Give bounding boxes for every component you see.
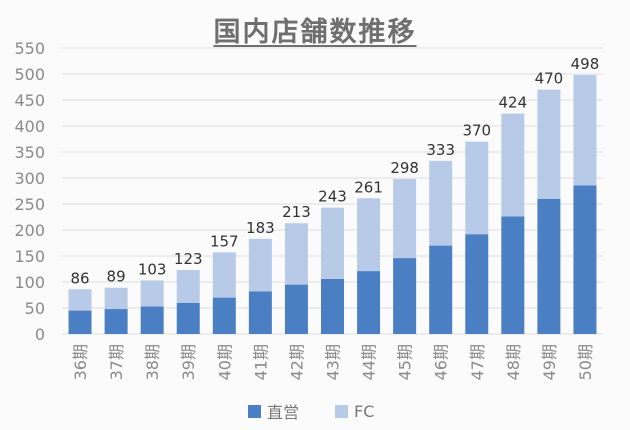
x-tick-label: 42期 [287,344,306,380]
total-label: 498 [571,55,600,73]
total-label: 298 [390,159,419,177]
x-tick-label: 46期 [432,344,451,380]
bar-direct [537,198,561,334]
total-label: 213 [282,203,311,221]
bar-direct [140,306,164,334]
bar-fc [357,198,381,272]
x-tick-label: 37期 [107,344,126,380]
bar-fc [537,89,561,199]
legend-item-fc: FC [335,402,374,421]
total-label: 157 [210,232,239,250]
x-tick-label: 50期 [576,344,595,380]
y-tick-label: 450 [14,91,45,110]
y-axis: 0 50 100 150 200 250 300 350 400 450 500 550 [14,39,45,344]
x-tick-label: 40期 [215,344,234,380]
total-label: 261 [354,178,383,196]
x-tick-label: 41期 [251,344,270,380]
total-label: 103 [138,260,167,278]
bar-direct [68,310,92,334]
bar-fc [140,280,164,307]
y-tick-label: 500 [14,65,45,84]
total-label: 333 [426,141,455,159]
legend-label-direct: 直営 [267,403,300,422]
y-tick-label: 350 [14,143,45,162]
x-tick-label: 38期 [143,344,162,380]
chart-title: 国内店舗数推移 [213,17,417,48]
bar-direct [573,185,597,334]
bar-fc [284,223,308,285]
bar-direct [429,245,453,334]
total-label: 370 [462,122,491,140]
total-label: 243 [318,188,347,206]
y-tick-label: 300 [14,169,45,188]
y-tick-label: 100 [14,273,45,292]
x-tick-label: 44期 [360,344,379,380]
total-label: 86 [70,269,89,287]
bars [68,75,597,334]
bar-fc [501,113,525,217]
legend-swatch-fc [335,404,349,418]
legend-swatch-direct [248,404,261,418]
legend-item-direct: 直営 [248,399,299,423]
bar-fc [465,141,489,235]
total-label: 123 [174,250,203,268]
bar-direct [393,258,417,334]
bar-fc [104,287,128,310]
y-tick-label: 50 [25,299,45,318]
total-label: 470 [535,70,564,88]
x-tick-label: 39期 [179,344,198,380]
bar-fc [176,270,200,303]
x-tick-label: 49期 [540,344,559,380]
bar-fc [573,75,597,186]
bar-direct [321,278,344,334]
bar-direct [176,302,200,334]
data-labels: 86 89 103 123 157 183 213 243 261 298 333 370 424 470… [70,55,599,287]
x-tick-label: 47期 [468,344,487,380]
x-tick-label: 45期 [396,344,415,380]
total-label: 183 [246,219,275,237]
y-tick-label: 0 [35,325,45,344]
bar-fc [321,207,344,279]
bar-direct [284,284,308,334]
total-label: 424 [499,94,528,112]
bar-direct [212,297,236,334]
bar-fc [393,179,417,259]
y-tick-label: 400 [14,117,45,136]
bar-direct [248,291,272,334]
bar-direct [104,309,128,334]
bar-fc [68,289,92,311]
bar-direct [357,271,381,334]
y-tick-label: 200 [14,221,45,240]
bar-fc [248,238,272,292]
y-tick-label: 250 [14,195,45,214]
legend-label-fc: FC [354,401,375,421]
y-tick-label: 550 [14,39,45,58]
y-tick-label: 150 [14,247,45,266]
x-tick-label: 36期 [71,344,90,380]
legend: 直営 FC [248,399,402,423]
total-label: 89 [107,268,126,286]
x-tick-label: 43期 [324,344,343,380]
x-axis: 36期 37期 38期 39期 40期 41期 42期 43期 44期 45期 46期 47期 48期 4… [71,344,595,380]
bar-direct [501,216,525,334]
bar-fc [212,252,236,298]
bar-direct [465,234,489,334]
x-tick-label: 48期 [504,344,523,380]
bar-fc [429,160,453,246]
